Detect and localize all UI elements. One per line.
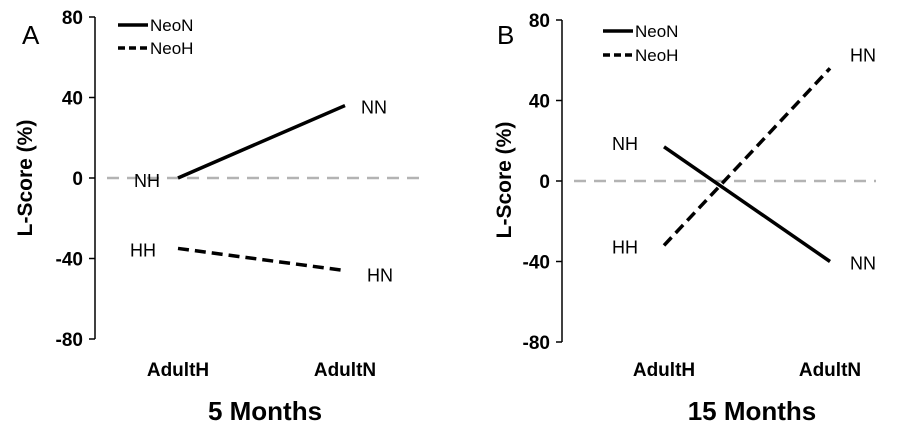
panel-b-y-tick-label: 80 — [529, 11, 550, 32]
panel-b-x-tick-label: AdultH — [633, 360, 695, 381]
panel-a-letter: A — [22, 20, 40, 50]
panel-a-series-neon-line — [177, 103, 346, 180]
panel-b-point-label-hn: HN — [850, 45, 876, 65]
panel-b-letter: B — [497, 20, 514, 50]
panel-a-x-tick-label: AdultH — [147, 360, 209, 381]
panel-a-y-axis-label: L-Score (%) — [14, 120, 37, 237]
panel-a-legend-label-neon: NeoN — [150, 16, 193, 35]
panel-b-title: 15 Months — [688, 396, 817, 426]
panel-a-title: 5 Months — [208, 396, 322, 426]
panel-a-y-tick-label: 0 — [72, 169, 83, 190]
panel-a-point-label-nh: NH — [134, 171, 160, 191]
panel-b-x-tick-label: AdultN — [799, 360, 861, 381]
panel-a-point-label-nn: NN — [361, 98, 387, 118]
panel-a-x-tick-label: AdultN — [314, 360, 376, 381]
panel-a-y-tick-label: 40 — [62, 89, 83, 110]
panel-b-y-tick-label: 0 — [539, 172, 550, 193]
panel-a-legend-label-neoh: NeoH — [150, 39, 193, 58]
panel-a-y-tick-label: -80 — [56, 330, 83, 351]
panel-a-point-label-hn: HN — [367, 266, 393, 286]
panel-a-series-neoh-line — [177, 246, 346, 273]
panel-b-y-tick-label: -80 — [523, 333, 550, 354]
panel-b-y-tick-label: 40 — [529, 92, 550, 113]
panel-b-series-neon-line — [663, 145, 831, 263]
panel-a-y-tick-label: -40 — [56, 250, 83, 271]
panel-a-y-tick-label: 80 — [62, 8, 83, 29]
panel-b-y-axis-label: L-Score (%) — [493, 122, 516, 239]
panel-b-point-label-nh: NH — [612, 134, 638, 154]
panel-b-y-tick-label: -40 — [523, 253, 550, 274]
panel-b-legend-label-neoh: NeoH — [635, 46, 678, 65]
panel-b-legend-label-neon: NeoN — [635, 22, 678, 41]
panel-a-point-label-hh: HH — [130, 240, 156, 260]
panel-b-point-label-nn: NN — [850, 254, 876, 274]
panel-b-point-label-hh: HH — [612, 237, 638, 257]
panel-b-series-neoh-line — [662, 67, 832, 247]
